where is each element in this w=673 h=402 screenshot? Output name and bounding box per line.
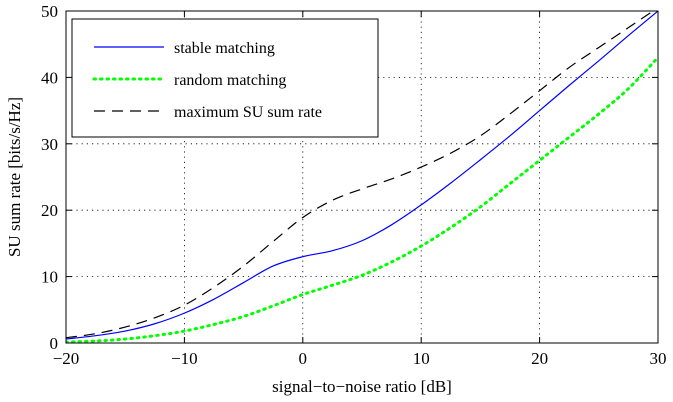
y-tick-label: 50	[41, 2, 58, 21]
x-tick-label: −10	[171, 349, 198, 368]
x-tick-label: 20	[531, 349, 548, 368]
legend-label: maximum SU sum rate	[174, 104, 322, 121]
x-tick-label: 10	[413, 349, 430, 368]
x-tick-label: 0	[299, 349, 308, 368]
legend-item: random matching	[92, 72, 286, 89]
x-tick-label: 30	[650, 349, 667, 368]
legend-label: stable matching	[174, 40, 275, 57]
series-line-random-matching	[66, 55, 658, 343]
x-axis-label: signal−to−noise ratio [dB]	[272, 377, 452, 396]
y-tick-label: 30	[41, 135, 58, 154]
axis-ticks: −20 −10 0 10 20 30 0 10 20 30 40 50	[41, 2, 667, 368]
y-axis-label: SU sum rate [bits/s/Hz]	[5, 97, 24, 257]
y-tick-label: 0	[50, 334, 59, 353]
grid	[66, 11, 658, 343]
y-tick-label: 40	[41, 68, 58, 87]
series-line-stable-matching	[66, 11, 658, 340]
legend-item: stable matching	[94, 40, 275, 57]
legend-box	[71, 18, 379, 138]
y-tick-label: 20	[41, 201, 58, 220]
y-tick-label: 10	[41, 268, 58, 287]
legend-item: maximum SU sum rate	[94, 104, 322, 121]
series-line-maximum-su-sum-rate	[66, 11, 655, 339]
plot-area-frame	[65, 10, 659, 344]
legend-label: random matching	[174, 72, 286, 89]
x-tick-label: −20	[53, 349, 80, 368]
series-lines	[66, 11, 658, 343]
legend: stable matching random matching maximum SU…	[71, 18, 379, 138]
